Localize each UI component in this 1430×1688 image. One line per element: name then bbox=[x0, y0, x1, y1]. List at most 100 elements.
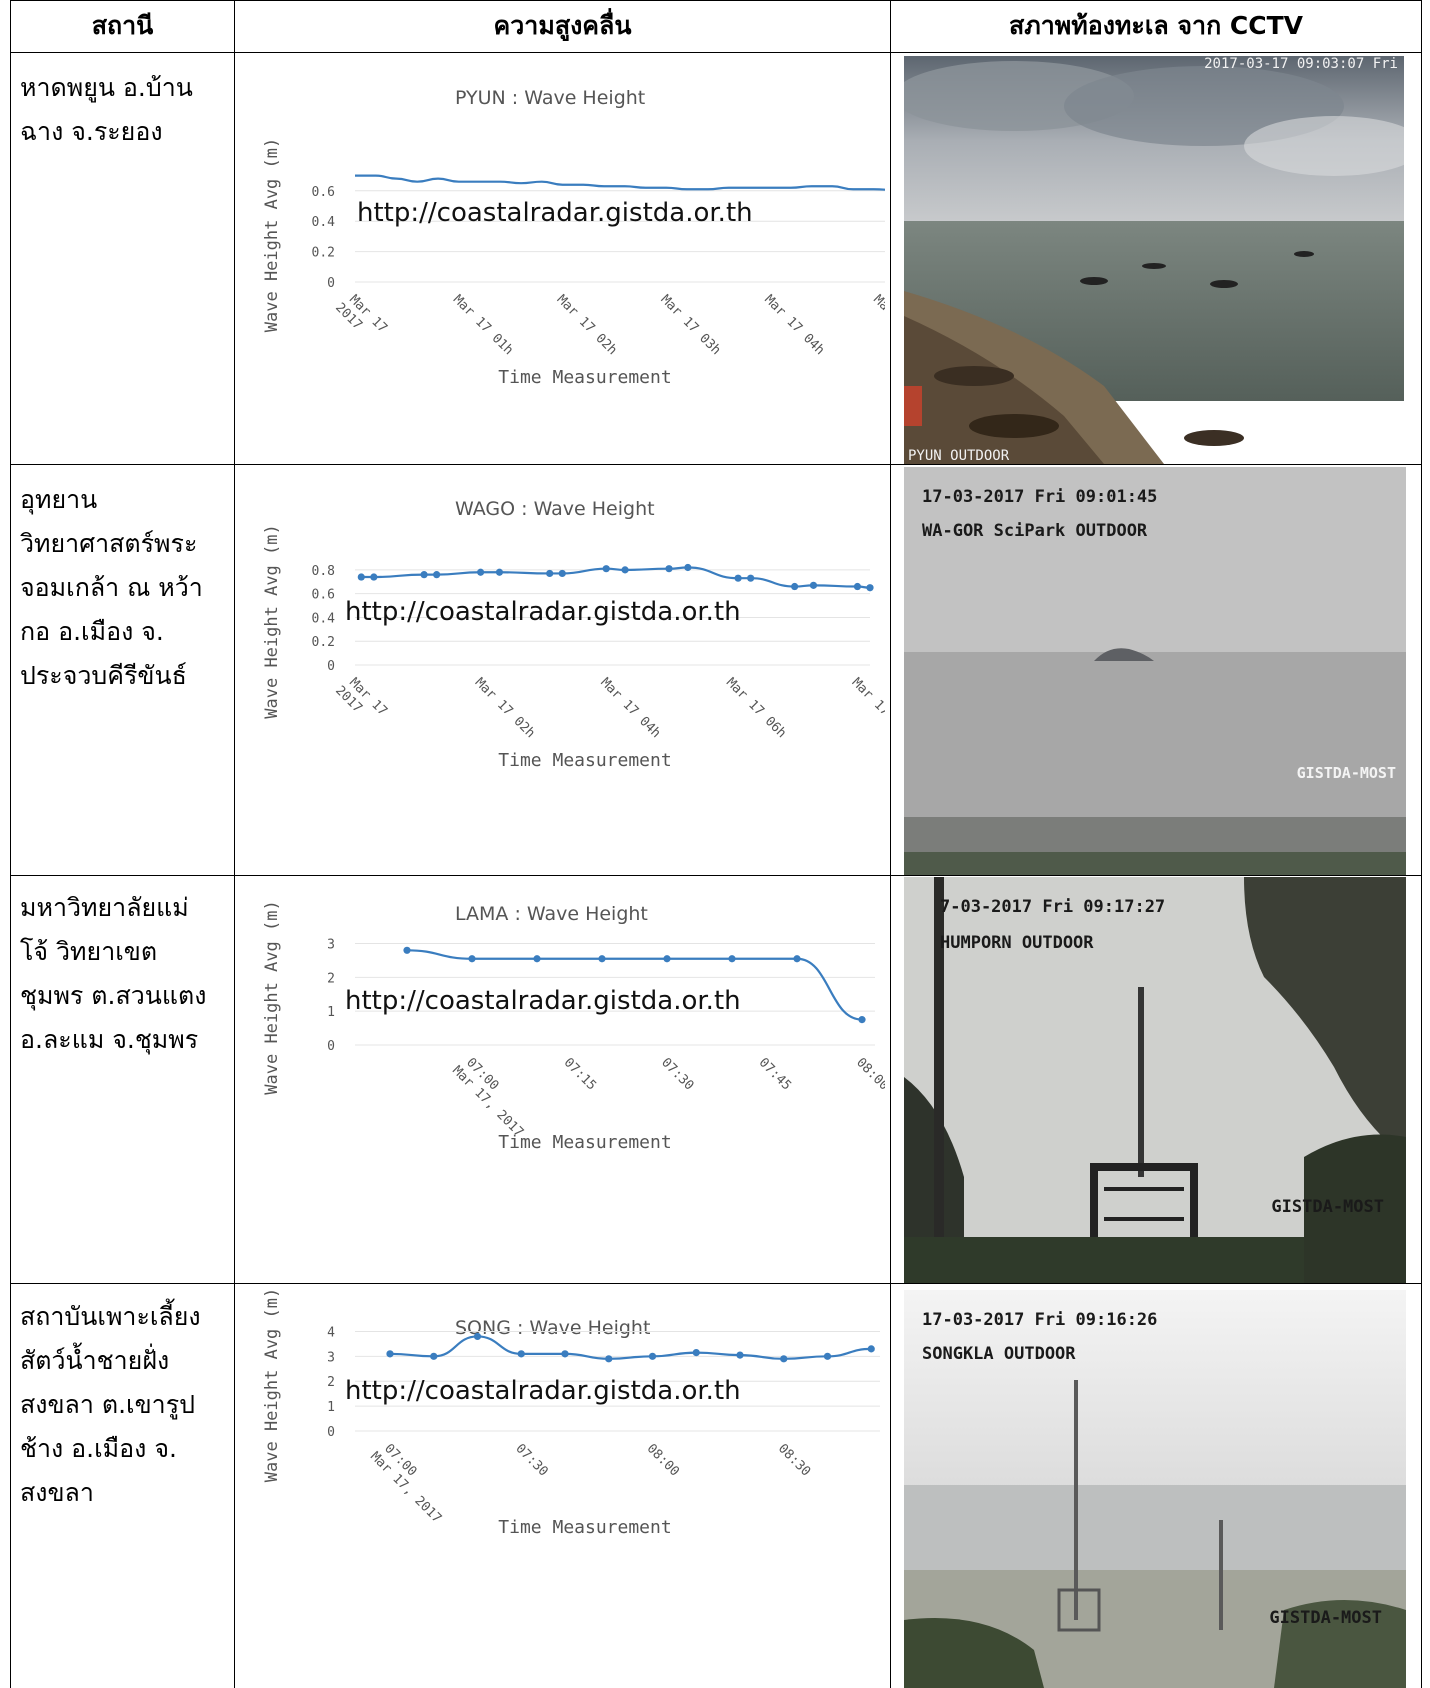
x-axis-label: Time Measurement bbox=[498, 1517, 671, 1538]
mast-scene-image bbox=[904, 1290, 1406, 1688]
x-axis-label: Time Measurement bbox=[498, 1132, 671, 1153]
cctv-image-lama: 7-03-2017 Fri 09:17:27 HUMPORN OUTDOOR G… bbox=[904, 877, 1406, 1283]
x-tick-label: 08:00 bbox=[853, 1055, 885, 1093]
data-point bbox=[430, 1352, 438, 1360]
cctv-camera-name: PYUN OUTDOOR bbox=[908, 448, 1010, 464]
y-tick-label: 3 bbox=[327, 938, 335, 953]
cctv-watermark: GISTDA-MOST bbox=[1269, 1608, 1382, 1628]
x-axis-label: Time Measurement bbox=[498, 367, 671, 388]
x-tick-label: Mar 17 04h bbox=[597, 675, 663, 741]
station-line: สัตว์น้ำชายฝั่ง bbox=[20, 1346, 170, 1375]
x-tick-label: Mar 17 02h bbox=[472, 675, 538, 741]
x-tick-label: 07:30 bbox=[658, 1055, 696, 1093]
wave-chart-song: SONG : Wave Height 0 1 2 3 4 Wave Height Avg (… bbox=[262, 1288, 880, 1538]
data-point bbox=[605, 1355, 613, 1363]
y-tick-label: 0.2 bbox=[312, 246, 335, 261]
y-axis-label: Wave Height Avg (m) bbox=[262, 1288, 282, 1482]
cctv-watermark: GISTDA-MOST bbox=[1296, 764, 1396, 782]
x-tick-label: 08:00 bbox=[644, 1441, 682, 1479]
data-point bbox=[558, 569, 566, 578]
data-point bbox=[468, 955, 476, 963]
data-point bbox=[728, 955, 736, 963]
row-divider bbox=[10, 464, 1422, 465]
y-tick-label: 0.4 bbox=[312, 611, 336, 626]
data-point bbox=[533, 955, 541, 963]
station-name-song: สถาบันเพาะเลี้ยง สัตว์น้ำชายฝั่ง สงขลา ต… bbox=[20, 1295, 220, 1515]
data-point bbox=[866, 584, 874, 592]
x-tick-label: 08:30 bbox=[775, 1441, 813, 1479]
station-line: โจ้ วิทยาเขต bbox=[20, 937, 158, 966]
cctv-timestamp: 2017-03-17 09:03:07 Fri bbox=[1204, 56, 1398, 72]
station-line: จอมเกล้า ณ หว้า bbox=[20, 573, 203, 602]
data-point bbox=[734, 574, 742, 582]
data-point bbox=[495, 568, 504, 576]
y-tick-label: 0.6 bbox=[312, 185, 335, 200]
cctv-image-pyun: 2017-03-17 09:03:07 Fri PYUN OUTDOOR bbox=[904, 56, 1404, 464]
data-point bbox=[736, 1351, 744, 1359]
y-tick-label: 0.6 bbox=[312, 588, 335, 603]
station-line: สงขลา bbox=[20, 1478, 94, 1507]
cctv-camera-name: SONGKLA OUTDOOR bbox=[922, 1344, 1076, 1364]
station-name-lama: มหาวิทยาลัยแม่ โจ้ วิทยาเขต ชุมพร ต.สวนแ… bbox=[20, 886, 220, 1062]
cctv-watermark: GISTDA-MOST bbox=[1271, 1197, 1384, 1217]
station-line: สถาบันเพาะเลี้ยง bbox=[20, 1302, 201, 1331]
wave-chart-wago: WAGO : Wave Height 0 0.2 0.4 0.6 0.8 Wave Heig… bbox=[262, 498, 885, 771]
x-tick-label: 07:15 bbox=[561, 1055, 599, 1093]
data-point bbox=[420, 571, 428, 579]
watermark-url: http://coastalradar.gistda.or.th bbox=[345, 986, 741, 1016]
data-point bbox=[823, 1352, 832, 1360]
station-name-wago: อุทยาน วิทยาศาสตร์พระ จอมเกล้า ณ หว้า กอ… bbox=[20, 478, 220, 698]
table-header-divider bbox=[10, 52, 1422, 53]
data-point bbox=[780, 1355, 788, 1363]
data-point bbox=[692, 1349, 700, 1357]
sea-scene-image bbox=[904, 467, 1406, 875]
y-tick-label: 0 bbox=[327, 276, 335, 291]
y-tick-label: 0 bbox=[327, 1039, 335, 1054]
station-line: ช้าง อ.เมือง จ. bbox=[20, 1434, 177, 1463]
table-border-left bbox=[10, 0, 11, 1688]
x-tick-label: 07:30 bbox=[512, 1441, 550, 1479]
data-point bbox=[663, 955, 671, 963]
station-line: ประจวบคีรีขันธ์ bbox=[20, 661, 187, 690]
y-tick-label: 0.4 bbox=[312, 215, 336, 230]
data-point bbox=[809, 581, 818, 589]
station-line: สงขลา ต.เขารูป bbox=[20, 1390, 196, 1419]
watermark-url: http://coastalradar.gistda.or.th bbox=[345, 1376, 741, 1406]
y-tick-label: 0.8 bbox=[312, 564, 335, 579]
header-station: สถานี bbox=[91, 11, 154, 40]
series-line bbox=[355, 174, 885, 191]
data-point bbox=[561, 1350, 569, 1358]
chart-title: WAGO : Wave Height bbox=[455, 498, 655, 520]
data-point bbox=[858, 1016, 866, 1024]
station-name-pyun: หาดพยูน อ.บ้าน ฉาง จ.ระยอง bbox=[20, 66, 220, 154]
row-divider bbox=[10, 1283, 1422, 1284]
station-line: อ.ละแม จ.ชุมพร bbox=[20, 1025, 199, 1054]
y-axis-label: Wave Height Avg (m) bbox=[262, 138, 282, 332]
data-point bbox=[791, 582, 799, 591]
data-point bbox=[602, 565, 610, 573]
x-tick-label: Mar 17 03h bbox=[657, 292, 723, 358]
x-tick-label: Mar 17 04h bbox=[761, 292, 827, 358]
station-line: มหาวิทยาลัยแม่ bbox=[20, 893, 189, 922]
data-point bbox=[357, 573, 365, 581]
y-tick-label: 0 bbox=[327, 1425, 335, 1440]
y-axis-label: Wave Height Avg (m) bbox=[262, 524, 282, 718]
data-point bbox=[684, 563, 692, 572]
cctv-image-song: 17-03-2017 Fri 09:16:26 SONGKLA OUTDOOR … bbox=[904, 1290, 1406, 1688]
cctv-image-wago: 17-03-2017 Fri 09:01:45 WA-GOR SciPark O… bbox=[904, 467, 1406, 875]
series-line bbox=[389, 1335, 872, 1360]
header-cctv: สภาพท้องทะเล จาก CCTV bbox=[1008, 11, 1304, 40]
data-point bbox=[370, 573, 378, 581]
data-point bbox=[793, 955, 801, 963]
data-point bbox=[517, 1350, 525, 1358]
station-line: ชุมพร ต.สวนแตง bbox=[20, 981, 207, 1010]
data-point bbox=[853, 582, 862, 591]
wave-chart-pyun: PYUN : Wave Height 0 0.2 0.4 0.6 Wave Height … bbox=[262, 87, 885, 388]
cctv-timestamp: 7-03-2017 Fri 09:17:27 bbox=[940, 897, 1166, 917]
cctv-camera-name: HUMPORN OUTDOOR bbox=[940, 933, 1094, 953]
cctv-camera-name: WA-GOR SciPark OUTDOOR bbox=[922, 521, 1148, 541]
station-line: กอ อ.เมือง จ. bbox=[20, 617, 164, 646]
table-border-top bbox=[10, 0, 1422, 1]
x-tick-label: Mar 17 06h bbox=[723, 675, 789, 741]
